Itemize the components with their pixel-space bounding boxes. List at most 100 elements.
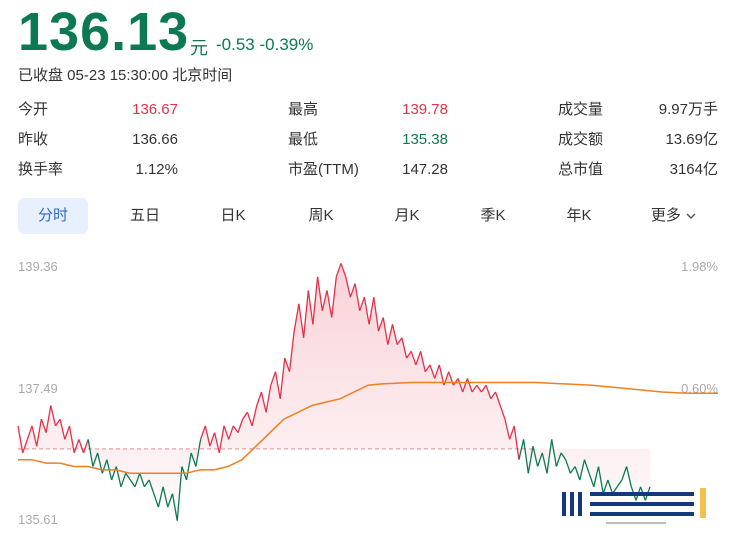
- price-line-segment: [87, 439, 94, 467]
- price-line-segment: [73, 439, 80, 454]
- price-line-segment: [391, 324, 398, 345]
- tab-intraday[interactable]: 分时: [18, 198, 88, 234]
- price-line-segment: [536, 452, 543, 467]
- price-line-segment: [354, 283, 361, 311]
- price-line-segment: [293, 303, 300, 332]
- site-watermark: [560, 486, 706, 530]
- price-line-segment: [434, 364, 440, 379]
- stat-value-turnover-amount: 13.69亿: [665, 131, 718, 148]
- price-line-segment: [555, 452, 562, 467]
- stat-value-open: 136.67: [132, 101, 178, 118]
- price-line-segment: [616, 479, 623, 488]
- price-line-segment: [429, 364, 436, 379]
- price-line-segment: [406, 350, 412, 359]
- price-line-segment: [279, 358, 286, 399]
- price-line-segment: [382, 317, 389, 345]
- price-line-segment: [199, 425, 206, 440]
- price-line-segment: [560, 452, 567, 461]
- price-line-segment: [522, 439, 529, 474]
- price-line-segment: [602, 479, 609, 494]
- price-line-segment: [457, 378, 464, 393]
- price-line-segment: [265, 385, 272, 413]
- price-line-segment: [270, 371, 277, 386]
- price-line-segment: [213, 432, 220, 454]
- price-line-segment: [157, 486, 164, 508]
- stats-grid: 今开 136.67 最高 139.78 成交量 9.97万手 昨收 136.66…: [0, 96, 734, 186]
- price-line-segment: [31, 425, 38, 447]
- price-line-segment: [621, 466, 628, 481]
- price-line-segment: [288, 330, 295, 372]
- tab-more[interactable]: 更多: [634, 198, 714, 234]
- price-line-segment: [471, 384, 478, 393]
- current-price: 136.13: [18, 2, 190, 62]
- stat-value-volume: 9.97万手: [658, 101, 718, 118]
- stat-label-volume: 成交量: [558, 101, 604, 118]
- price-line-segment: [377, 317, 384, 332]
- price-line-segment: [583, 459, 590, 474]
- price-unit: 元: [190, 38, 208, 58]
- price-line-segment: [171, 493, 178, 521]
- price-line-segment: [176, 466, 183, 521]
- price-line-segment: [143, 479, 150, 488]
- tab-yearly-k[interactable]: 年K: [566, 207, 592, 224]
- price-line-segment: [129, 479, 136, 488]
- price-line-segment: [490, 391, 497, 400]
- price-area-fill: [18, 263, 650, 521]
- stat-value-pe-ttm: 147.28: [402, 161, 448, 178]
- price-line-segment: [513, 425, 520, 460]
- price-line-segment: [462, 378, 469, 393]
- price-line-segment: [504, 418, 511, 440]
- tab-weekly-k[interactable]: 周K: [308, 207, 334, 224]
- price-line-segment: [340, 263, 347, 278]
- price-line-segment: [50, 405, 57, 427]
- price-line-segment: [363, 297, 370, 325]
- price-line-segment: [401, 337, 408, 359]
- price-line-segment: [307, 290, 314, 325]
- price-line-segment: [246, 412, 253, 427]
- price-line-segment: [242, 411, 248, 420]
- market-status: 已收盘 05-23 15:30:00 北京时间: [18, 67, 233, 84]
- price-line-segment: [185, 452, 192, 481]
- price-line-segment: [54, 418, 61, 427]
- price-line-segment: [494, 391, 501, 406]
- price-line-segment: [607, 479, 614, 494]
- price-line-segment: [321, 290, 328, 311]
- price-line-segment: [256, 391, 263, 406]
- price-line-segment: [82, 439, 89, 454]
- stat-value-high: 139.78: [402, 101, 448, 118]
- stat-label-pe-ttm: 市盈(TTM): [288, 161, 359, 178]
- tab-monthly-k[interactable]: 月K: [394, 207, 420, 224]
- price-line-segment: [120, 473, 127, 488]
- y-tick-high: 139.36: [18, 259, 58, 274]
- tab-five-day[interactable]: 五日: [129, 207, 160, 224]
- price-line-segment: [396, 337, 403, 345]
- quote-header: 136.13 元 -0.53 -0.39%: [18, 2, 718, 62]
- change-percent: -0.39%: [259, 35, 314, 54]
- price-line-segment: [312, 276, 319, 325]
- price-line-segment: [387, 324, 394, 345]
- price-line-segment: [260, 391, 267, 413]
- price-line-segment: [139, 473, 146, 488]
- price-line-segment: [335, 263, 342, 278]
- tab-daily-k[interactable]: 日K: [220, 207, 246, 224]
- price-line-segment: [17, 425, 24, 454]
- price-line-segment: [541, 452, 548, 474]
- price-line-segment: [527, 446, 534, 474]
- price-line-segment: [134, 473, 141, 488]
- price-line-segment: [574, 466, 581, 481]
- price-line-segment: [22, 439, 29, 454]
- price-line-segment: [110, 466, 117, 481]
- price-change: -0.53 -0.39%: [216, 35, 313, 55]
- stat-value-turnover-rate: 1.12%: [135, 161, 178, 178]
- price-line-segment: [368, 297, 375, 325]
- price-line-segment: [476, 384, 483, 393]
- price-line-segment: [480, 384, 487, 393]
- price-line-segment: [331, 276, 337, 318]
- price-line-segment: [228, 425, 234, 440]
- price-line-segment: [485, 384, 492, 400]
- stat-label-open: 今开: [18, 101, 49, 118]
- tab-quarterly-k[interactable]: 季K: [480, 207, 506, 224]
- price-line-segment: [349, 283, 356, 298]
- tab-more-label: 更多: [650, 207, 681, 224]
- price-line-segment: [92, 452, 99, 467]
